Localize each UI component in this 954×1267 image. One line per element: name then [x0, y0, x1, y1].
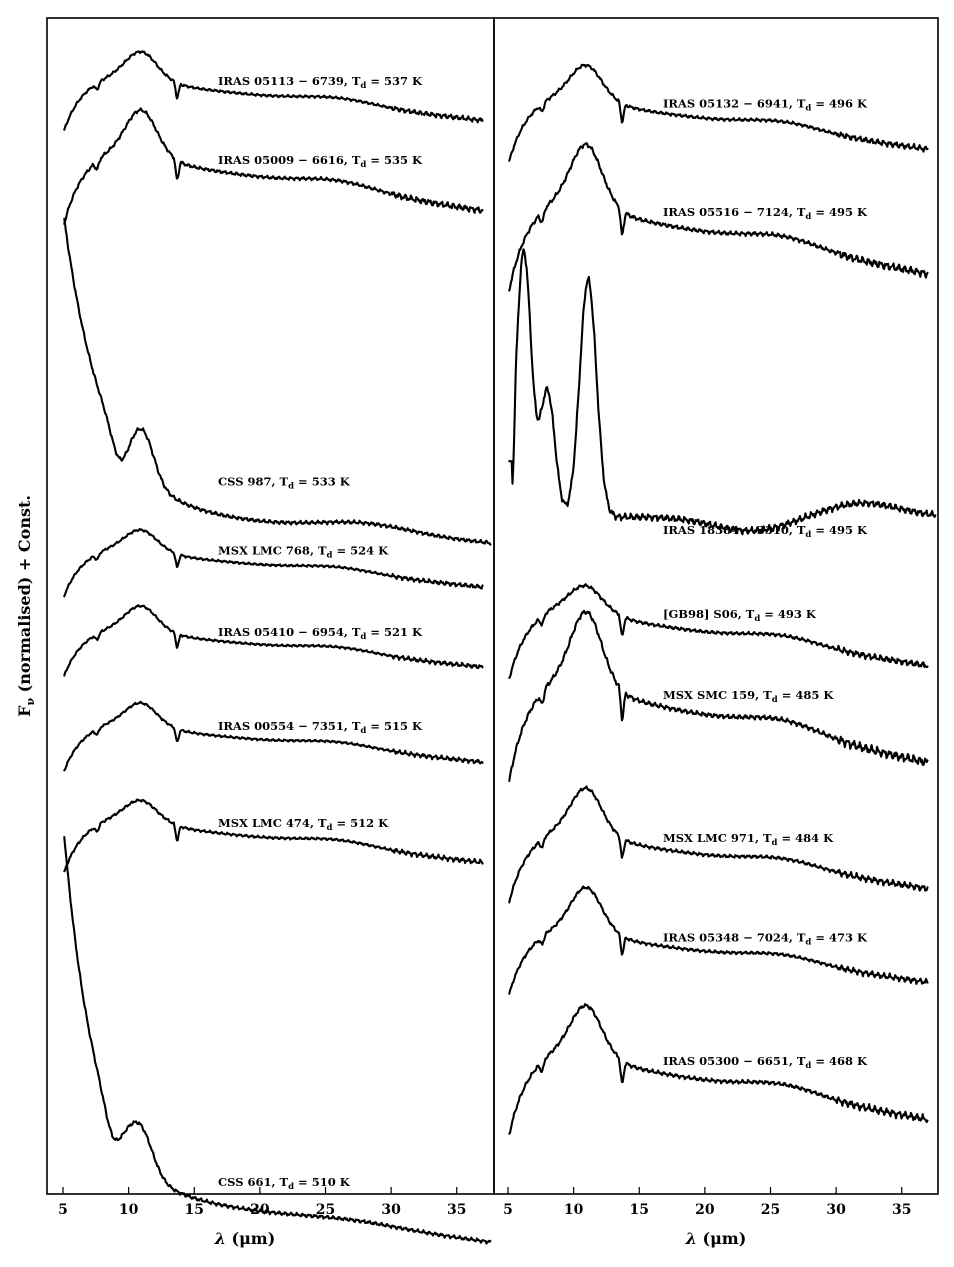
spectrum-label: CSS 661, Td = 510 K	[218, 1175, 351, 1192]
spectrum-line	[508, 248, 937, 536]
spectrum-label: IRAS 05009 − 6616, Td = 535 K	[218, 153, 423, 170]
spectrum-label: MSX SMC 159, Td = 485 K	[663, 688, 834, 705]
right-panel-spectra: IRAS 05132 − 6941, Td = 496 K IRAS 05516 …	[508, 63, 937, 1135]
x-tick-label: 30	[826, 1202, 846, 1218]
axes-layer	[46, 17, 939, 1195]
spectrum-line	[63, 217, 492, 546]
spectrum-label: IRAS 18384 − 3310, Td = 495 K	[663, 523, 868, 540]
spectrum-label: [GB98] S06, Td = 493 K	[663, 607, 817, 624]
spectrum-line	[63, 527, 484, 598]
spectrum-line	[63, 700, 484, 772]
spectrum-line	[508, 142, 929, 292]
spectrum-label: MSX LMC 474, Td = 512 K	[218, 816, 389, 833]
x-tick-label: 10	[119, 1202, 139, 1218]
spectrum-line	[63, 798, 484, 873]
x-tick-label: 5	[503, 1202, 513, 1218]
x-tick-label: 20	[695, 1202, 715, 1218]
spectrum-line	[508, 609, 929, 783]
left-x-axis-label: λ (μm)	[214, 1229, 276, 1248]
spectrum-label: IRAS 05132 − 6941, Td = 496 K	[663, 96, 868, 113]
left-panel-ticks: 5 10 15 20 25 30 35	[58, 1187, 466, 1218]
x-tick-label: 15	[630, 1202, 649, 1218]
x-tick-label: 35	[447, 1202, 466, 1218]
left-panel-spectra: IRAS 05113 − 6739, Td = 537 K IRAS 05009 …	[63, 50, 492, 1245]
spectrum-label: IRAS 05348 − 7024, Td = 473 K	[663, 930, 868, 947]
x-tick-label: 10	[564, 1202, 584, 1218]
y-axis-label: Fν (normalised) + Const.	[15, 495, 37, 717]
spectrum-line	[508, 885, 929, 995]
spectrum-label: IRAS 05300 − 6651, Td = 468 K	[663, 1054, 868, 1071]
right-x-axis-label: λ (μm)	[685, 1229, 747, 1248]
spectrum-line	[63, 50, 484, 131]
left-panel-frame	[46, 17, 495, 1195]
x-tick-label: 35	[892, 1202, 911, 1218]
spectrum-line	[508, 583, 929, 679]
spectrum-label: IRAS 00554 − 7351, Td = 515 K	[218, 719, 423, 736]
spectrum-line	[63, 107, 484, 225]
spectrum-label: CSS 987, Td = 533 K	[218, 475, 351, 492]
x-tick-label: 5	[58, 1202, 68, 1218]
spectrum-label: IRAS 05516 − 7124, Td = 495 K	[663, 205, 868, 222]
spectrum-line	[508, 1003, 929, 1135]
spectrum-line	[63, 836, 492, 1245]
spectrum-label: IRAS 05410 − 6954, Td = 521 K	[218, 625, 423, 642]
spectrum-line	[508, 63, 929, 162]
x-tick-label: 30	[381, 1202, 401, 1218]
x-tick-label: 25	[761, 1202, 780, 1218]
spectrum-label: MSX LMC 768, Td = 524 K	[218, 543, 389, 560]
spectrum-line	[508, 785, 929, 904]
right-panel-ticks: 5 10 15 20 25 30 35	[503, 1187, 911, 1218]
right-panel-frame	[493, 17, 939, 1195]
spectrum-label: MSX LMC 971, Td = 484 K	[663, 831, 834, 848]
x-tick-label: 15	[185, 1202, 204, 1218]
spectrum-line	[63, 604, 484, 677]
x-tick-label: 25	[316, 1202, 335, 1218]
spectrum-label: IRAS 05113 − 6739, Td = 537 K	[218, 74, 423, 91]
